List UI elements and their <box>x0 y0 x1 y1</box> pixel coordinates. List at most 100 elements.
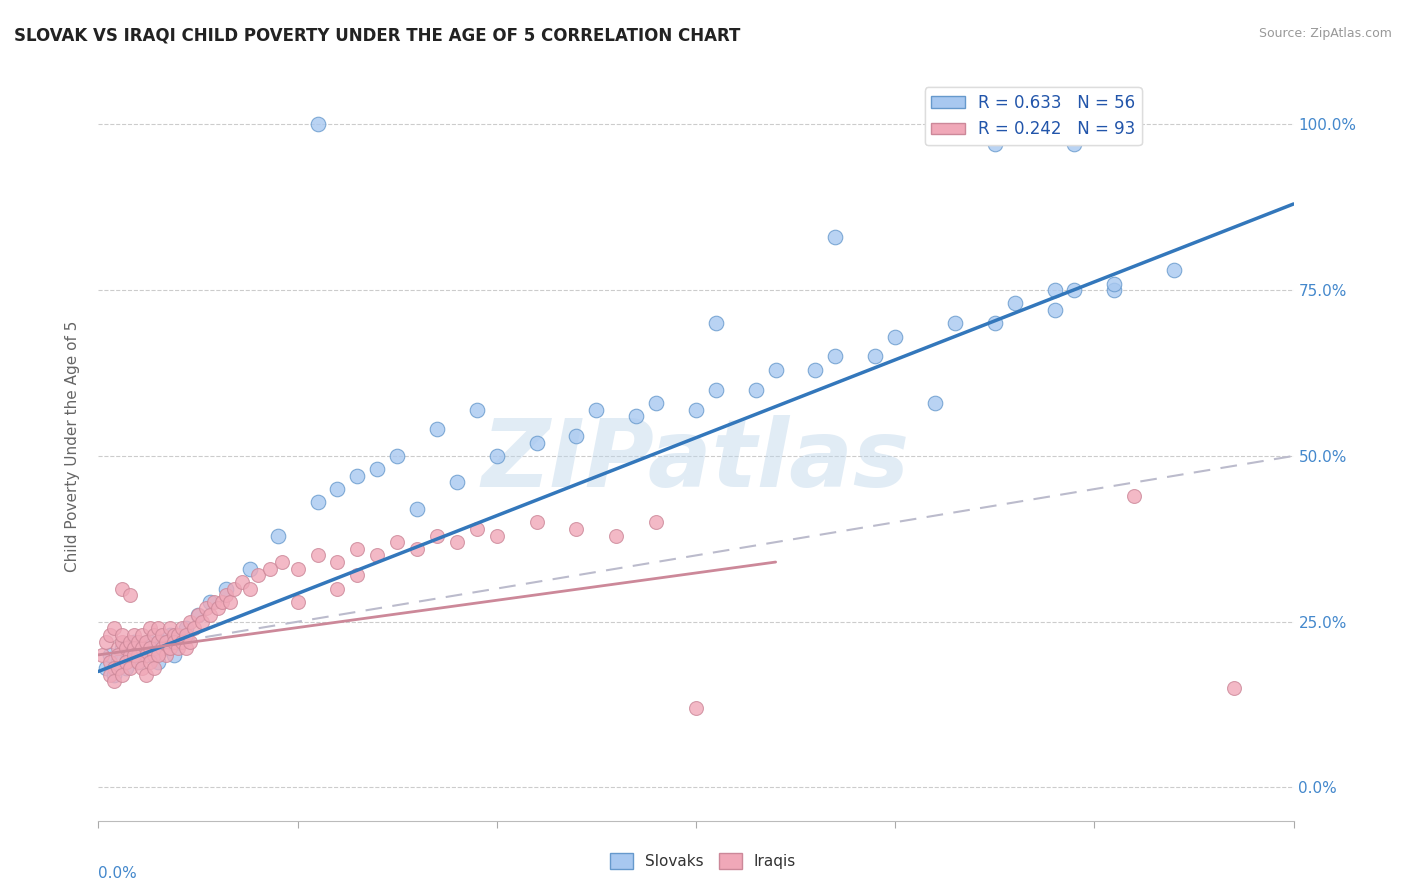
Text: SLOVAK VS IRAQI CHILD POVERTY UNDER THE AGE OF 5 CORRELATION CHART: SLOVAK VS IRAQI CHILD POVERTY UNDER THE … <box>14 27 741 45</box>
Point <box>287 595 309 609</box>
Point <box>804 363 827 377</box>
Point <box>120 588 142 602</box>
Point <box>526 435 548 450</box>
Point <box>115 641 138 656</box>
Point <box>103 667 125 681</box>
Point <box>107 661 129 675</box>
Point <box>127 634 149 648</box>
Point <box>267 528 290 542</box>
Point <box>143 628 166 642</box>
Point <box>143 648 166 662</box>
Point <box>159 641 181 656</box>
Point <box>485 528 508 542</box>
Point <box>585 402 607 417</box>
Point <box>98 655 122 669</box>
Point <box>385 535 409 549</box>
Point <box>326 482 349 496</box>
Point <box>745 383 768 397</box>
Point <box>685 701 707 715</box>
Point <box>111 582 134 596</box>
Point <box>148 621 170 635</box>
Point <box>155 648 177 662</box>
Point <box>111 667 134 681</box>
Point <box>366 549 388 563</box>
Point <box>198 608 221 623</box>
Point <box>115 655 138 669</box>
Point <box>148 634 170 648</box>
Point <box>307 117 329 131</box>
Point <box>207 601 229 615</box>
Point <box>98 628 122 642</box>
Text: Source: ZipAtlas.com: Source: ZipAtlas.com <box>1258 27 1392 40</box>
Point <box>163 648 186 662</box>
Point <box>172 634 194 648</box>
Point <box>135 648 157 662</box>
Point <box>107 648 129 662</box>
Point <box>111 628 134 642</box>
Text: ZIPatlas: ZIPatlas <box>482 415 910 507</box>
Point <box>1043 303 1066 318</box>
Point <box>150 628 173 642</box>
Point <box>183 621 205 635</box>
Point <box>465 402 488 417</box>
Point <box>139 634 162 648</box>
Point <box>246 568 269 582</box>
Point <box>187 608 209 623</box>
Point <box>215 582 238 596</box>
Legend: R = 0.633   N = 56, R = 0.242   N = 93: R = 0.633 N = 56, R = 0.242 N = 93 <box>925 87 1142 145</box>
Point <box>215 588 238 602</box>
Point <box>426 422 449 436</box>
Point <box>115 655 138 669</box>
Point <box>139 621 162 635</box>
Point <box>307 549 329 563</box>
Point <box>124 641 146 656</box>
Point <box>159 621 181 635</box>
Point <box>131 641 153 656</box>
Point <box>96 634 118 648</box>
Point <box>150 641 173 656</box>
Point <box>179 634 201 648</box>
Point <box>107 655 129 669</box>
Point <box>163 634 186 648</box>
Point <box>120 634 142 648</box>
Point <box>148 648 170 662</box>
Point <box>120 661 142 675</box>
Point <box>231 574 253 589</box>
Point <box>222 582 245 596</box>
Point <box>366 462 388 476</box>
Point <box>406 541 429 556</box>
Point <box>605 528 627 542</box>
Point <box>131 661 153 675</box>
Point <box>645 396 668 410</box>
Point <box>565 522 588 536</box>
Point <box>139 655 162 669</box>
Point <box>107 641 129 656</box>
Point <box>259 562 281 576</box>
Point <box>346 541 368 556</box>
Point <box>155 634 177 648</box>
Point <box>167 641 190 656</box>
Point <box>211 595 233 609</box>
Point <box>1063 137 1085 152</box>
Point <box>163 628 186 642</box>
Point <box>446 535 468 549</box>
Point <box>131 641 153 656</box>
Point <box>1043 283 1066 297</box>
Point <box>124 648 146 662</box>
Point <box>111 634 134 648</box>
Point <box>131 628 153 642</box>
Point <box>103 674 125 689</box>
Point <box>115 661 138 675</box>
Point <box>704 383 727 397</box>
Point <box>406 502 429 516</box>
Point <box>148 655 170 669</box>
Point <box>91 648 114 662</box>
Point <box>824 230 846 244</box>
Point <box>565 429 588 443</box>
Point <box>143 661 166 675</box>
Point <box>685 402 707 417</box>
Point <box>127 655 149 669</box>
Point <box>135 634 157 648</box>
Point <box>287 562 309 576</box>
Point <box>346 568 368 582</box>
